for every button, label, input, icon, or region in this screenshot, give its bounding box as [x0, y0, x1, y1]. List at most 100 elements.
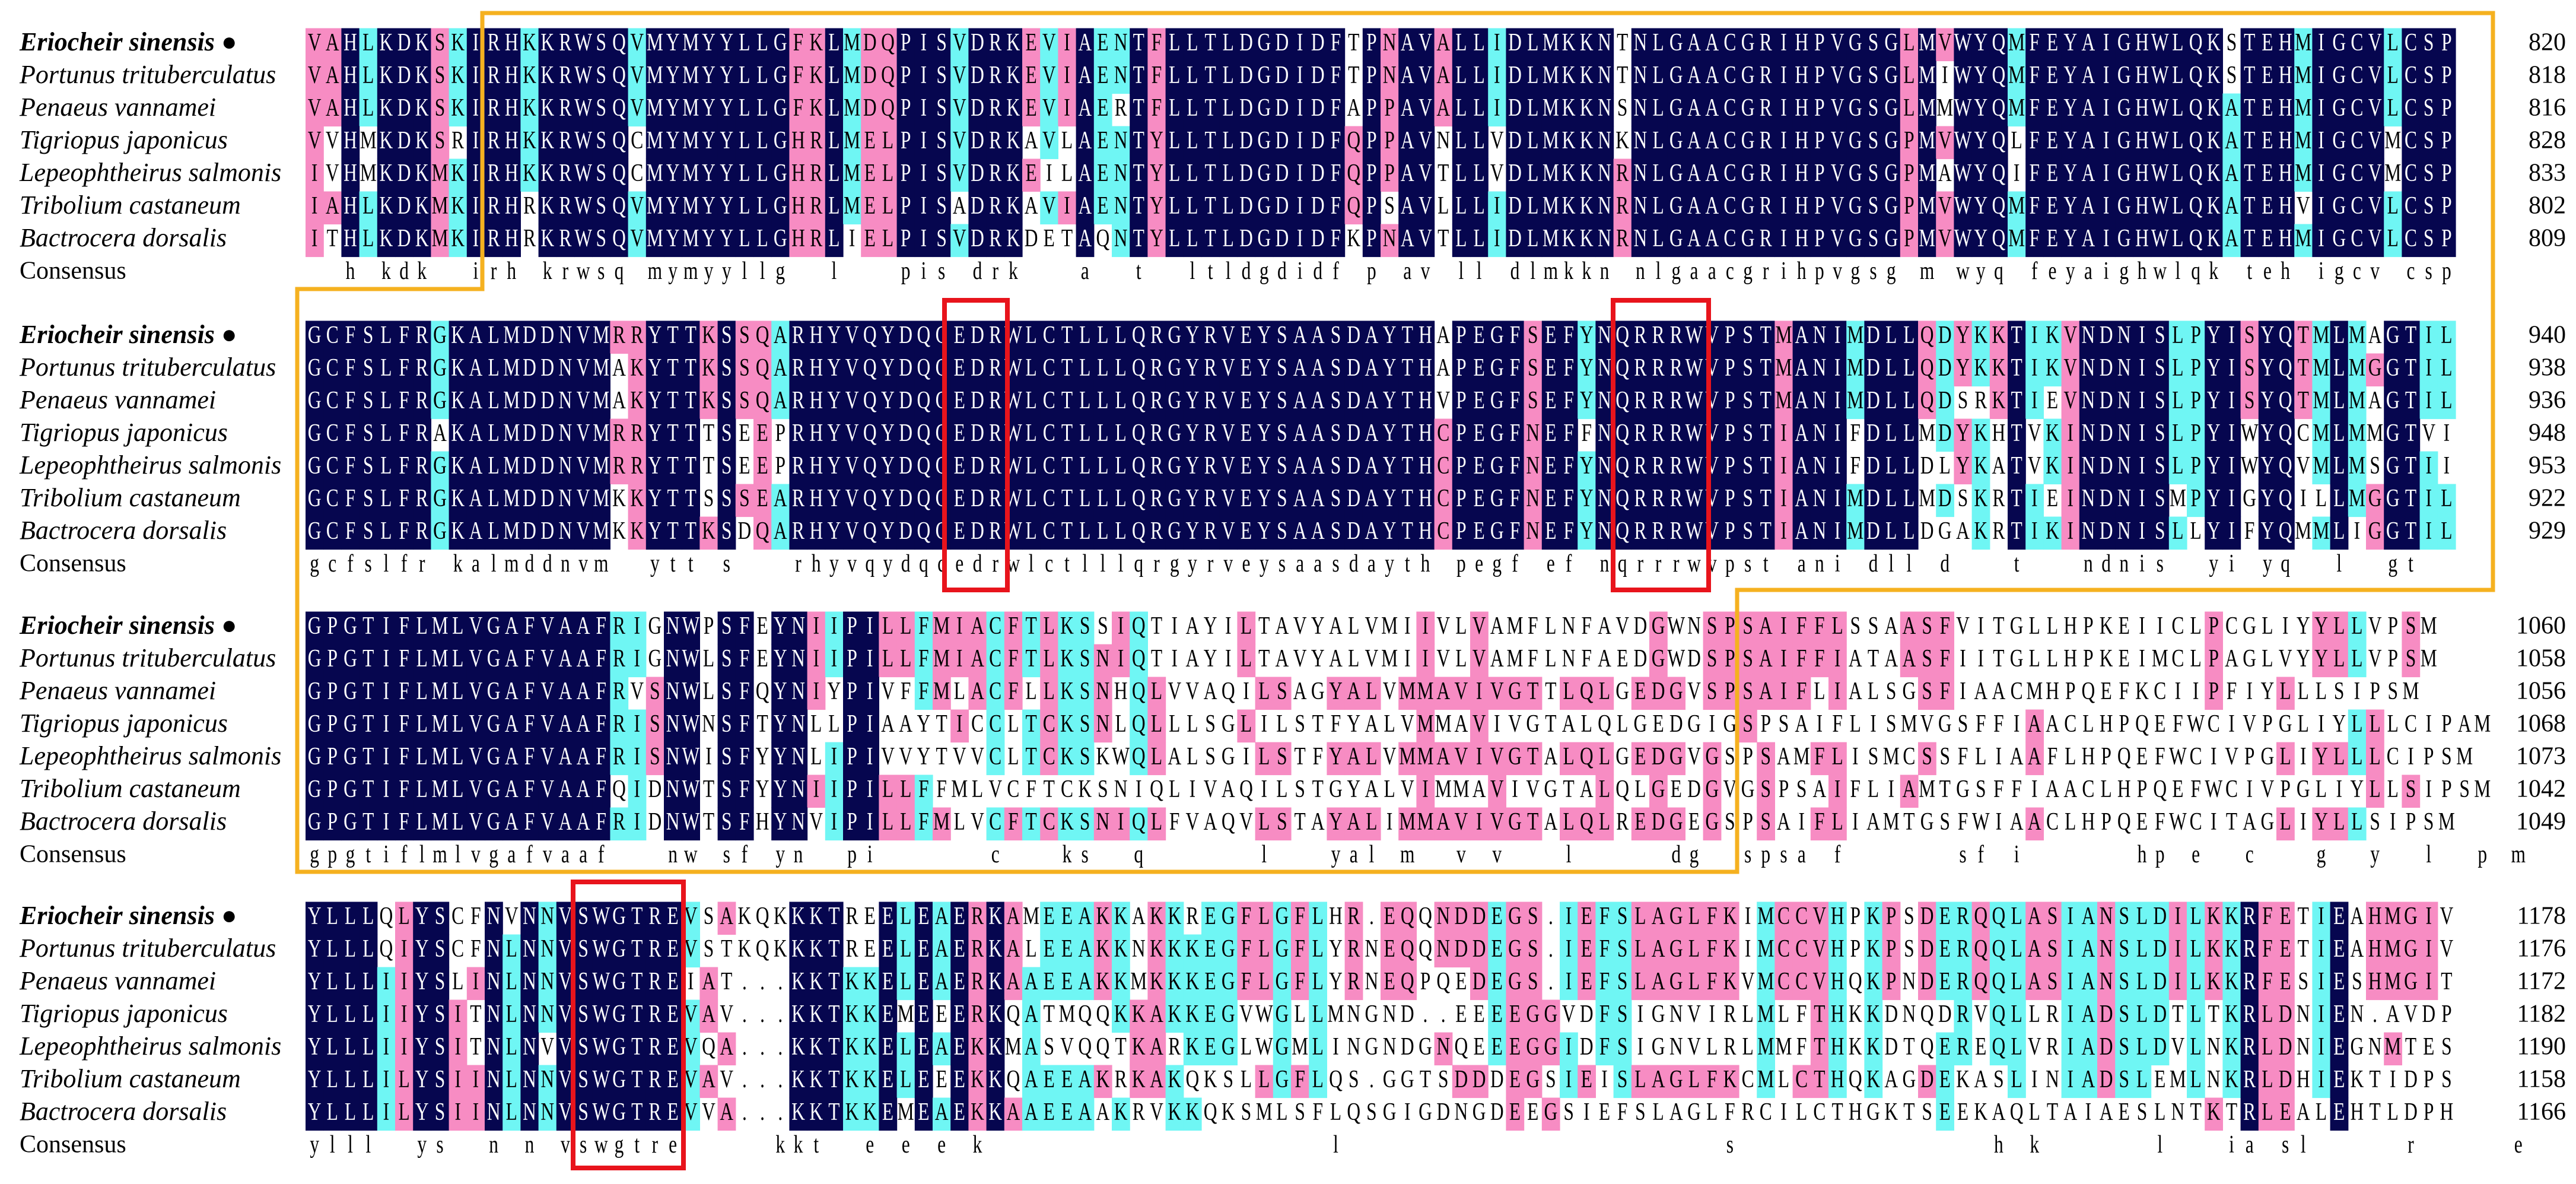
residue: G — [1168, 354, 1181, 381]
residue: D — [899, 419, 912, 446]
residue: R — [1616, 192, 1629, 219]
residue: I — [2103, 61, 2109, 88]
residue: l — [1907, 550, 1912, 577]
residue: V — [630, 224, 644, 252]
residue: Y — [2063, 192, 2077, 219]
residue: S — [1922, 645, 1932, 672]
residue: Q — [2279, 354, 2292, 381]
residue: A — [1687, 126, 1701, 154]
species-name: Bactrocera dorsalis — [20, 223, 227, 252]
residue: P — [2190, 386, 2201, 414]
residue: T — [2405, 321, 2417, 348]
residue: p — [1725, 550, 1735, 577]
residue: V — [845, 321, 859, 348]
residue: P — [2388, 645, 2399, 672]
residue: N — [1634, 28, 1648, 56]
residue: Q — [612, 94, 626, 121]
residue: D — [971, 484, 984, 512]
residue: S — [1742, 612, 1753, 639]
residue: N — [1598, 452, 1611, 479]
residue: n — [561, 550, 570, 577]
residue: r — [419, 550, 425, 577]
residue: G — [1884, 224, 1898, 252]
residue: R — [1204, 419, 1217, 446]
residue: D — [540, 452, 554, 479]
residue: A — [1078, 126, 1092, 154]
residue-highlight — [2133, 28, 2152, 62]
residue: P — [901, 192, 911, 219]
residue: Q — [1347, 192, 1360, 219]
residue: K — [1007, 28, 1020, 56]
residue: i — [473, 257, 479, 284]
residue: Q — [2279, 419, 2292, 446]
residue: V — [1436, 645, 1450, 672]
residue: Y — [666, 126, 680, 154]
residue: K — [2046, 517, 2059, 544]
residue: T — [2298, 354, 2310, 381]
residue-highlight — [1757, 28, 1775, 62]
residue: P — [1814, 28, 1825, 56]
residue: D — [738, 517, 752, 544]
residue: w — [577, 257, 590, 284]
residue: N — [1598, 61, 1611, 88]
residue: d — [2101, 550, 2111, 577]
residue: V — [2063, 354, 2077, 381]
residue: R — [1150, 321, 1163, 348]
residue: K — [702, 354, 715, 381]
residue: V — [1222, 386, 1235, 414]
residue: L — [1169, 192, 1180, 219]
residue: P — [1725, 677, 1735, 704]
residue: M — [1543, 28, 1559, 56]
residue — [617, 550, 622, 577]
residue: T — [685, 386, 697, 414]
residue: I — [2193, 677, 2199, 704]
residue: l — [1656, 257, 1661, 284]
residue: P — [775, 452, 786, 479]
residue: G — [308, 484, 322, 512]
residue: L — [756, 224, 768, 252]
residue: E — [756, 645, 768, 672]
residue-highlight — [503, 28, 521, 62]
residue: F — [2030, 61, 2040, 88]
residue: V — [326, 159, 339, 186]
residue: W — [1954, 94, 1972, 121]
residue: H — [2135, 159, 2149, 186]
residue: H — [505, 61, 519, 88]
residue: L — [1097, 321, 1108, 348]
residue: G — [308, 710, 322, 737]
residue: R — [1150, 386, 1163, 414]
residue: R — [1670, 321, 1683, 348]
residue: Y — [1956, 452, 1970, 479]
residue: V — [1831, 126, 1844, 154]
residue: S — [2406, 645, 2416, 672]
residue: E — [2047, 28, 2058, 56]
residue: H — [1795, 126, 1808, 154]
residue: Q — [863, 419, 877, 446]
residue: A — [1276, 612, 1289, 639]
residue: R — [1652, 386, 1665, 414]
residue: H — [2135, 28, 2149, 56]
residue: D — [1866, 386, 1880, 414]
residue: A — [1311, 386, 1325, 414]
residue: I — [473, 224, 479, 252]
residue: F — [1976, 710, 1986, 737]
residue: K — [1974, 354, 1987, 381]
residue: S — [1779, 710, 1789, 737]
residue: Y — [2261, 517, 2275, 544]
residue — [796, 257, 801, 284]
residue-highlight — [1631, 28, 1650, 62]
residue: C — [326, 419, 339, 446]
residue: M — [682, 94, 699, 121]
residue: V — [1383, 677, 1397, 704]
residue: Q — [2189, 192, 2203, 219]
residue: A — [1401, 61, 1414, 88]
residue: V — [308, 126, 322, 154]
residue: L — [739, 126, 750, 154]
residue: K — [1562, 159, 1576, 186]
residue: Y — [881, 386, 895, 414]
residue: M — [2295, 159, 2311, 186]
residue: L — [1903, 28, 1914, 56]
residue: N — [2082, 386, 2095, 414]
residue: F — [1796, 645, 1807, 672]
